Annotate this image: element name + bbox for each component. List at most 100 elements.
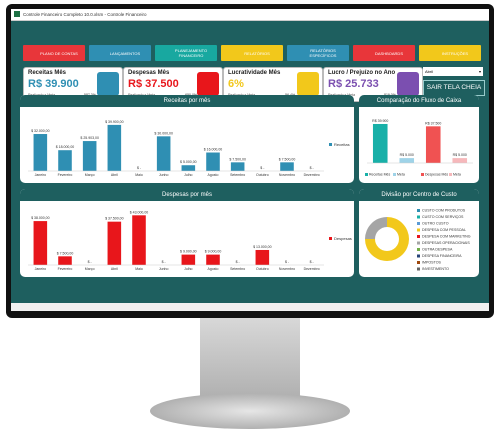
value-label: $ - (88, 260, 93, 264)
chart: CUSTO COM PRODUTOS CUSTO COM SERVIÇOS OUTR… (365, 209, 471, 271)
chart: $ 38.000,00 Janeiro $ 7.500,00 Fevereiro $ -… (28, 210, 352, 271)
legend-label: Meta (397, 173, 405, 177)
monitor-stand (200, 318, 300, 398)
kpi-value: R$ 39.900 (28, 78, 79, 90)
value-label: $ 16.000,00 (204, 148, 223, 152)
value-label: $ 43.000,00 (130, 210, 149, 214)
value-label: R$ 37.500 (425, 121, 441, 125)
kpi-label: Lucratividade Mês (228, 70, 281, 76)
nav-button[interactable]: LANÇAMENTOS (89, 45, 151, 61)
value-label: $ 13.000,00 (253, 245, 272, 249)
kpi-label: Lucro / Prejuízo no Ano (328, 70, 396, 76)
pie-slice (365, 217, 387, 239)
x-tick-label: Fevereiro (58, 267, 73, 271)
nav-label: LANÇAMENTOS (109, 50, 141, 56)
x-tick-label: Junho (159, 267, 169, 271)
bar (107, 124, 122, 171)
x-tick-label: Outubro (256, 267, 269, 271)
title-bar: Controle Financeiro Completo 10.0.xlsm -… (11, 9, 489, 21)
kpi-label: Receitas Mês (28, 70, 67, 76)
value-label: $ - (236, 260, 241, 264)
kpi-icon (397, 72, 419, 96)
legend-label: OUTRA DESPESA (422, 248, 453, 252)
nav-button[interactable]: PLANO DE CONTAS (23, 45, 85, 61)
month-select[interactable]: Abril ▾ (423, 67, 483, 76)
value-label: $ 25.903,00 (80, 136, 99, 140)
kpi-value: 6% (228, 78, 244, 90)
kpi-icon (297, 72, 319, 96)
chart-panel: Despesas por mês $ 38.000,00 Janeiro $ 7.50… (20, 189, 354, 277)
x-tick-label: Dezembro (304, 267, 320, 271)
nav-button[interactable]: INSTRUÇÕES (419, 45, 481, 61)
pie-slice (365, 217, 409, 261)
value-label: $ 9.000,00 (205, 250, 222, 254)
chart-title: Receitas por mês (20, 95, 354, 107)
value-label: $ - (260, 166, 265, 170)
legend-swatch (449, 173, 452, 176)
legend-label: CUSTO COM SERVIÇOS (422, 215, 464, 219)
bar (181, 254, 196, 265)
kpi-label: Despesas Mês (128, 70, 170, 76)
exit-button[interactable]: SAIR TELA CHEIA (423, 80, 485, 96)
legend-label: IMPOSTOS (422, 261, 442, 265)
value-label: $ 7.500,00 (229, 157, 246, 161)
nav-button[interactable]: RELATÓRIOS (221, 45, 283, 61)
nav-button[interactable]: DASHBOARDS (353, 45, 415, 61)
chart-title: Divisão por Centro de Custo (359, 189, 479, 201)
x-tick-label: Novembro (279, 173, 295, 177)
kpi-icon (197, 72, 219, 96)
x-tick-label: Outubro (256, 173, 269, 177)
legend-swatch (365, 173, 368, 176)
x-tick-label: Fevereiro (58, 173, 73, 177)
x-tick-label: Março (85, 173, 95, 177)
value-label: $ - (310, 166, 315, 170)
bar (206, 254, 220, 265)
value-label: $ 5.000,00 (180, 160, 197, 164)
value-label: $ 39.900,00 (105, 120, 124, 124)
x-tick-label: Setembro (230, 173, 245, 177)
bar (372, 123, 388, 163)
chart-title: Despesas por mês (20, 189, 354, 201)
legend-swatch (329, 237, 332, 240)
legend-label: DESPESAS OPERACIONAIS (422, 241, 470, 245)
nav-button[interactable]: RELATÓRIOS ESPECÍFICOS (287, 45, 349, 61)
x-tick-label: Julho (184, 173, 192, 177)
value-label: $ - (137, 166, 142, 170)
value-label: $ 18.000,00 (56, 145, 75, 149)
x-tick-label: Abril (111, 267, 118, 271)
x-tick-label: Abril (111, 173, 118, 177)
legend-swatch (417, 248, 420, 251)
monitor-base (150, 393, 350, 429)
month-select-text: Abril (425, 69, 434, 74)
value-label: $ 32.000,00 (31, 129, 50, 133)
legend-label: Despesas (334, 236, 352, 241)
legend-swatch (417, 209, 420, 212)
nav-label: RELATÓRIOS ESPECÍFICOS (309, 48, 337, 58)
legend-swatch (393, 173, 396, 176)
bar (280, 162, 294, 171)
legend-label: INVESTIMENTO (422, 267, 449, 271)
legend-swatch (417, 241, 420, 245)
bar (107, 221, 122, 265)
bar (132, 215, 146, 265)
legend-label: CUSTO COM PRODUTOS (422, 209, 466, 213)
nav-button[interactable]: PLANEJAMENTO FINANCEIRO (155, 45, 217, 61)
kpi-value: R$ 25.733 (328, 78, 379, 90)
nav-label: DASHBOARDS (374, 50, 403, 56)
legend-swatch (417, 261, 420, 264)
legend-label: Despesas Mês (425, 173, 448, 177)
x-tick-label: Agosto (208, 173, 219, 177)
bar (33, 134, 48, 171)
bar (156, 136, 171, 171)
kpi-value: R$ 37.500 (128, 78, 179, 90)
window-icon (14, 11, 20, 17)
x-tick-label: Julho (184, 267, 192, 271)
bar (425, 126, 441, 163)
window-title: Controle Financeiro Completo 10.0.xlsm -… (23, 12, 147, 17)
value-label: R$ 5.000 (453, 153, 467, 157)
value-label: $ - (162, 260, 167, 264)
legend-swatch (417, 254, 420, 258)
kpi-icon (97, 72, 119, 96)
value-label: $ - (310, 260, 315, 264)
x-tick-label: Maio (135, 267, 143, 271)
